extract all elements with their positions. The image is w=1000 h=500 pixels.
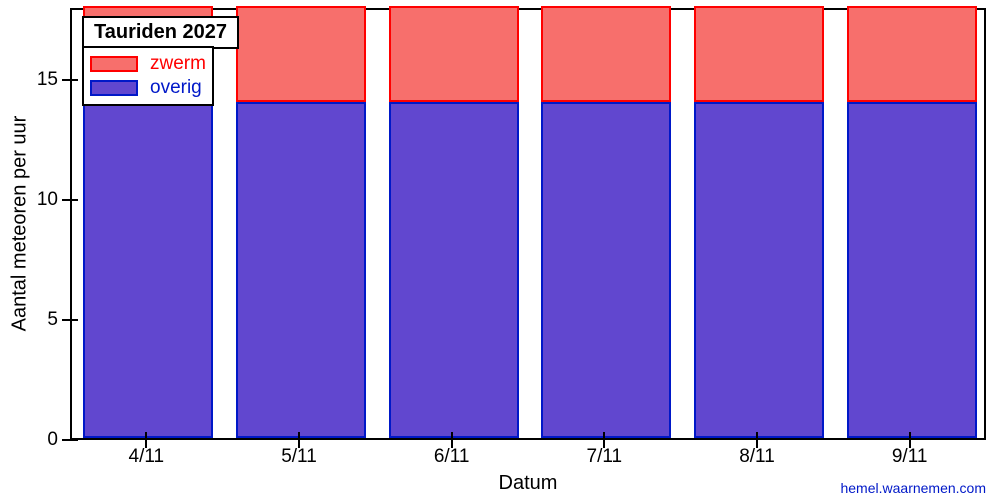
legend: zwermoverig [82, 46, 214, 106]
bar-zwerm [694, 6, 824, 102]
legend-label: zwerm [150, 53, 206, 75]
bar-overig [83, 102, 213, 438]
bar-group [236, 6, 366, 438]
x-tick-label: 8/11 [739, 446, 775, 468]
x-tick-label: 5/11 [281, 446, 317, 468]
x-tick-label: 9/11 [892, 446, 928, 468]
bar-overig [541, 102, 671, 438]
legend-item-overig: overig [90, 76, 206, 100]
legend-swatch [90, 80, 138, 96]
y-tick-label: 5 [26, 309, 58, 331]
bar-overig [236, 102, 366, 438]
bar-group [541, 6, 671, 438]
legend-label: overig [150, 77, 202, 99]
bar-group [694, 6, 824, 438]
bar-group [389, 6, 519, 438]
bar-zwerm [541, 6, 671, 102]
bar-overig [389, 102, 519, 438]
bar-zwerm [389, 6, 519, 102]
x-tick-label: 7/11 [587, 446, 623, 468]
bar-group [847, 6, 977, 438]
legend-swatch [90, 56, 138, 72]
legend-item-zwerm: zwerm [90, 52, 206, 76]
credit-link[interactable]: hemel.waarnemen.com [70, 480, 986, 496]
chart-title: Tauriden 2027 [94, 21, 227, 43]
bar-overig [847, 102, 977, 438]
y-tick-label: 10 [26, 189, 58, 211]
chart-title-box: Tauriden 2027 [82, 16, 239, 49]
bar-zwerm [236, 6, 366, 102]
bar-overig [694, 102, 824, 438]
y-axis-title: Aantal meteoren per uur [9, 104, 32, 344]
x-tick-label: 4/11 [129, 446, 165, 468]
x-tick-label: 6/11 [434, 446, 470, 468]
y-tick-label: 15 [26, 69, 58, 91]
meteor-chart: Tauriden 2027 zwermoverig [70, 8, 986, 440]
y-tick-label: 0 [26, 429, 58, 451]
bar-zwerm [847, 6, 977, 102]
